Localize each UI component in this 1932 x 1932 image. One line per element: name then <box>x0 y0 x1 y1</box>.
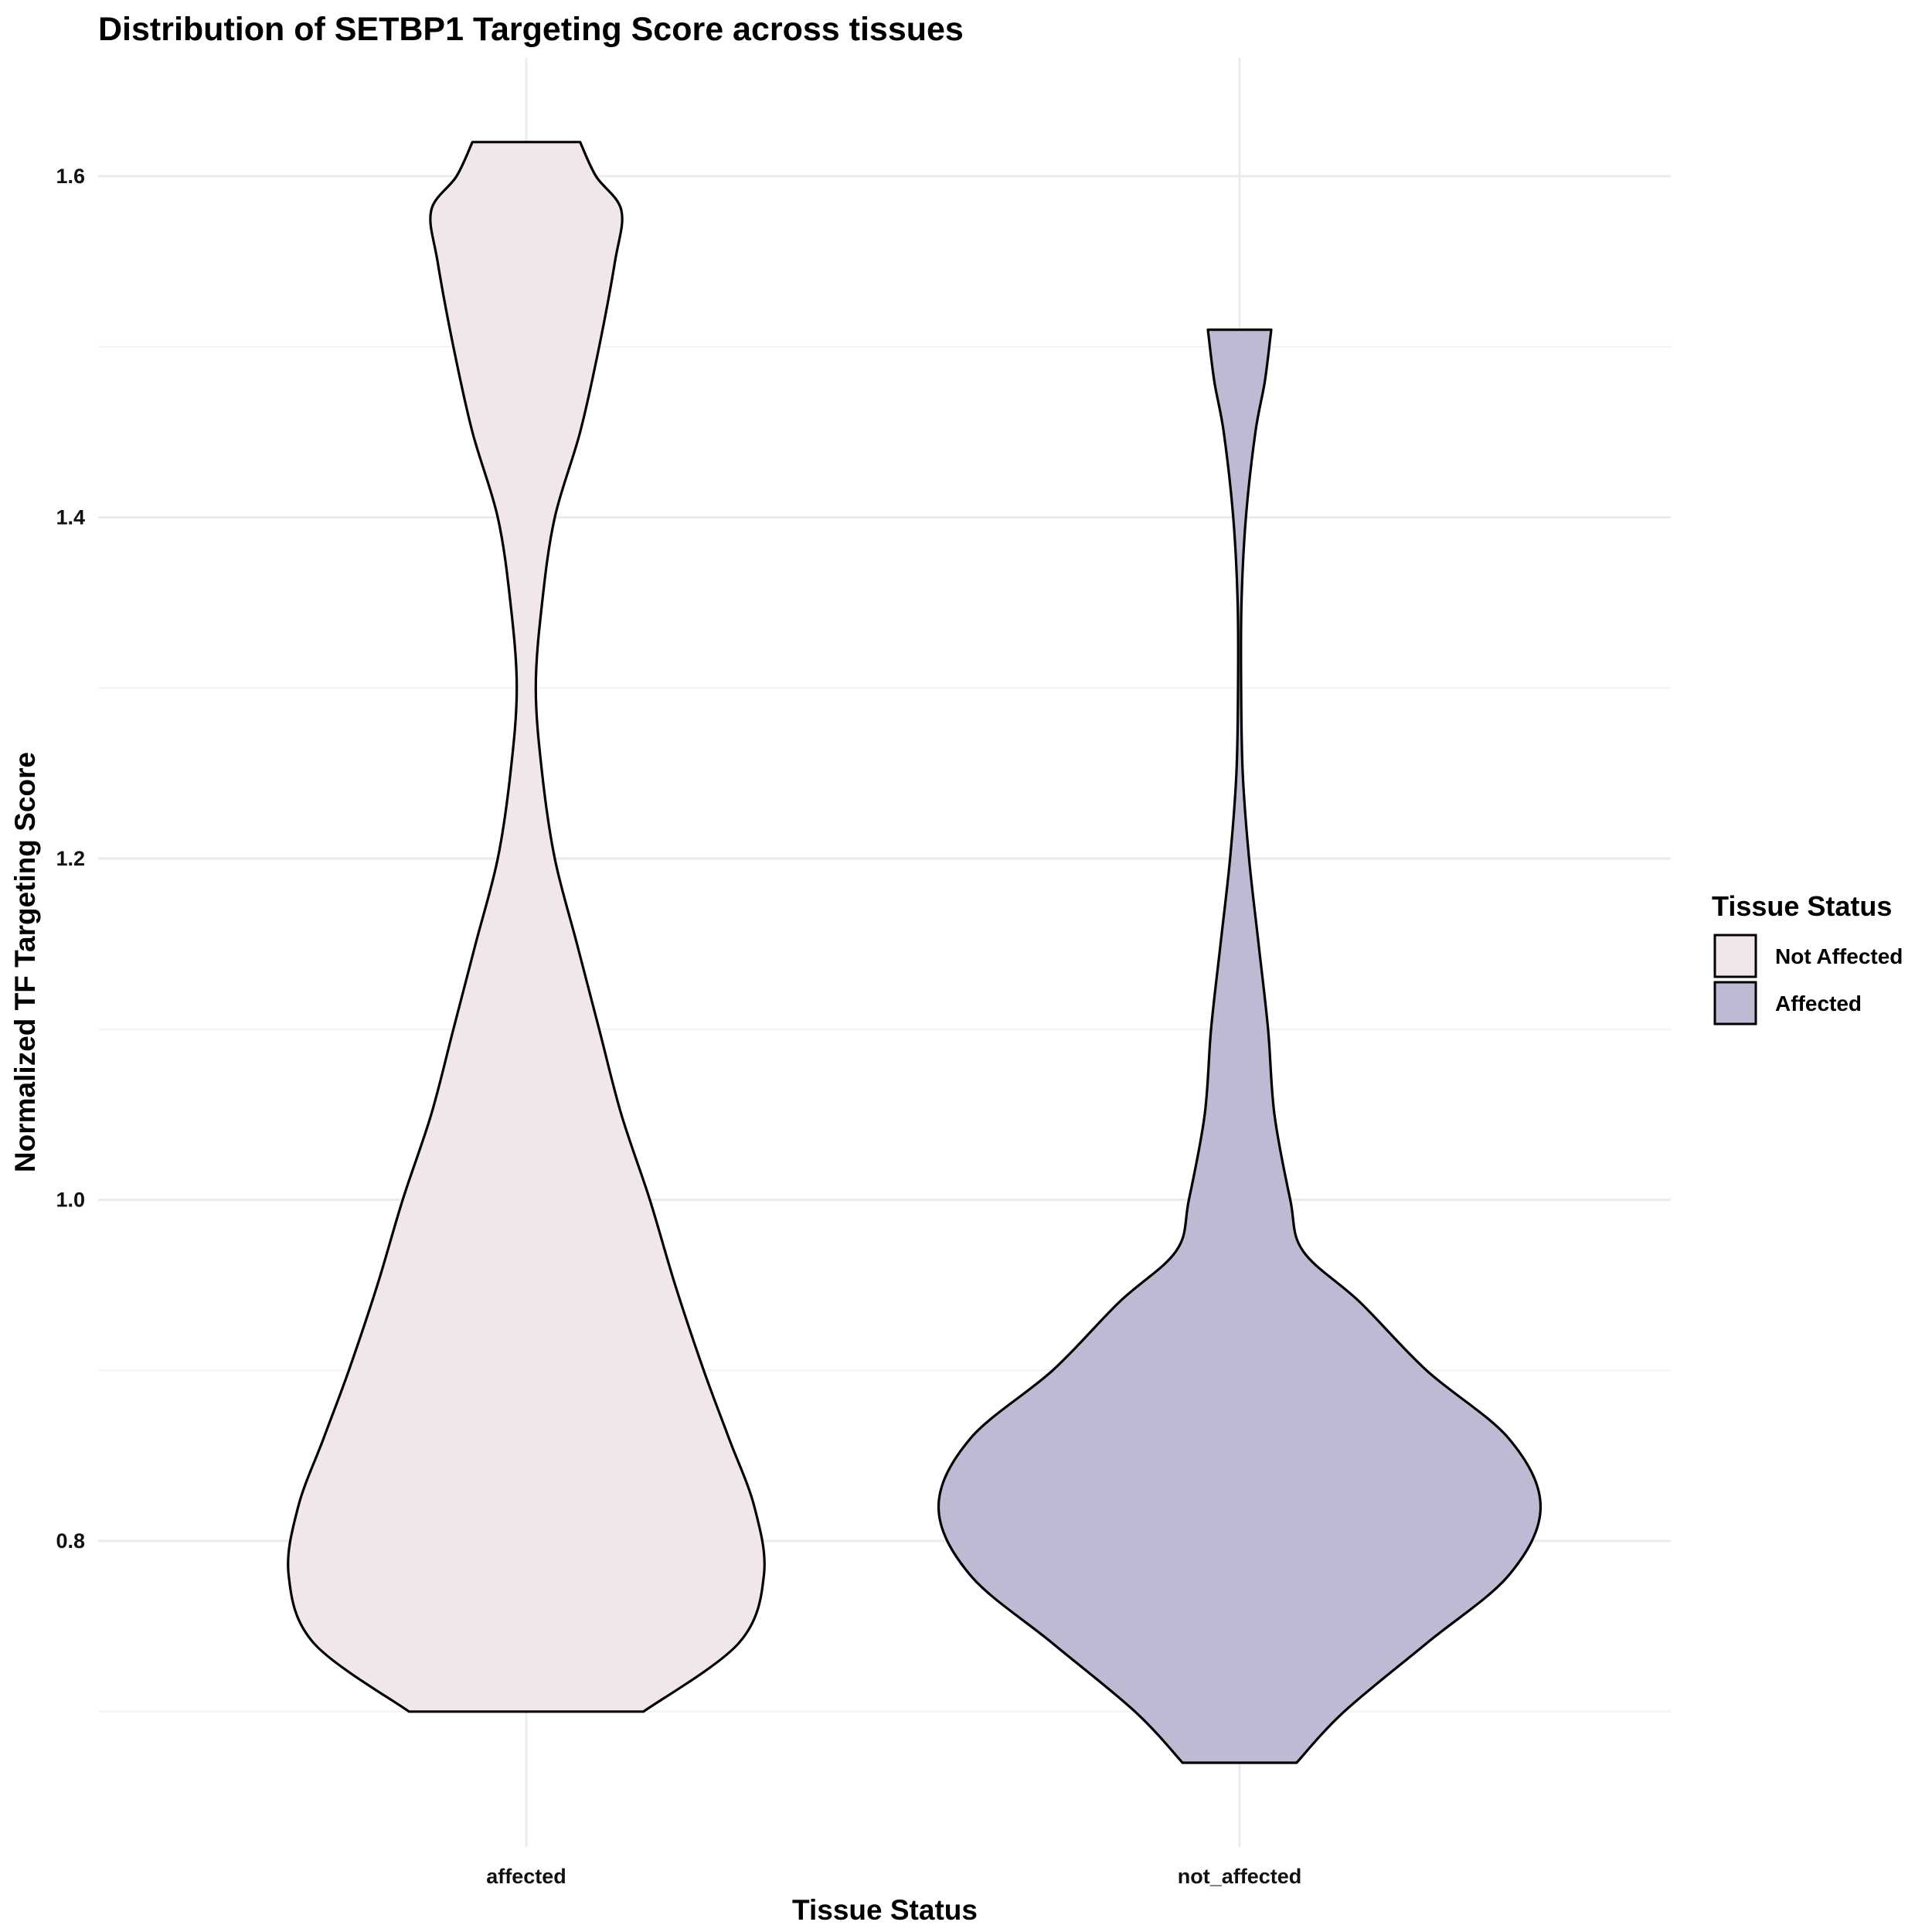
legend-entries: Not Affected Affected <box>1713 934 1903 1026</box>
x-tick-label: affected <box>486 1865 566 1888</box>
violin-affected <box>287 141 766 1713</box>
legend-label: Not Affected <box>1775 944 1903 968</box>
legend-label: Affected <box>1775 992 1862 1015</box>
y-tick-label: 1.0 <box>56 1189 85 1212</box>
legend: Tissue Status Not Affected Affected <box>1712 890 1903 1026</box>
x-axis-ticks: affected not_affected <box>486 1865 1301 1888</box>
legend-key <box>1713 981 1757 1026</box>
x-axis-title: Tissue Status <box>792 1894 978 1926</box>
y-tick-label: 1.4 <box>56 506 85 529</box>
legend-key <box>1713 934 1757 978</box>
chart-title: Distribution of SETBP1 Targeting Score a… <box>98 11 964 48</box>
violin-not_affected <box>937 328 1543 1764</box>
y-tick-label: 1.6 <box>56 165 85 188</box>
violins <box>287 141 1543 1764</box>
y-axis-ticks: 0.8 1.0 1.2 1.4 1.6 <box>56 165 85 1553</box>
legend-title: Tissue Status <box>1712 890 1892 922</box>
y-tick-label: 0.8 <box>56 1529 85 1553</box>
y-tick-label: 1.2 <box>56 847 85 870</box>
x-tick-label: not_affected <box>1178 1865 1302 1888</box>
y-axis-title: Normalized TF Targeting Score <box>9 752 41 1172</box>
